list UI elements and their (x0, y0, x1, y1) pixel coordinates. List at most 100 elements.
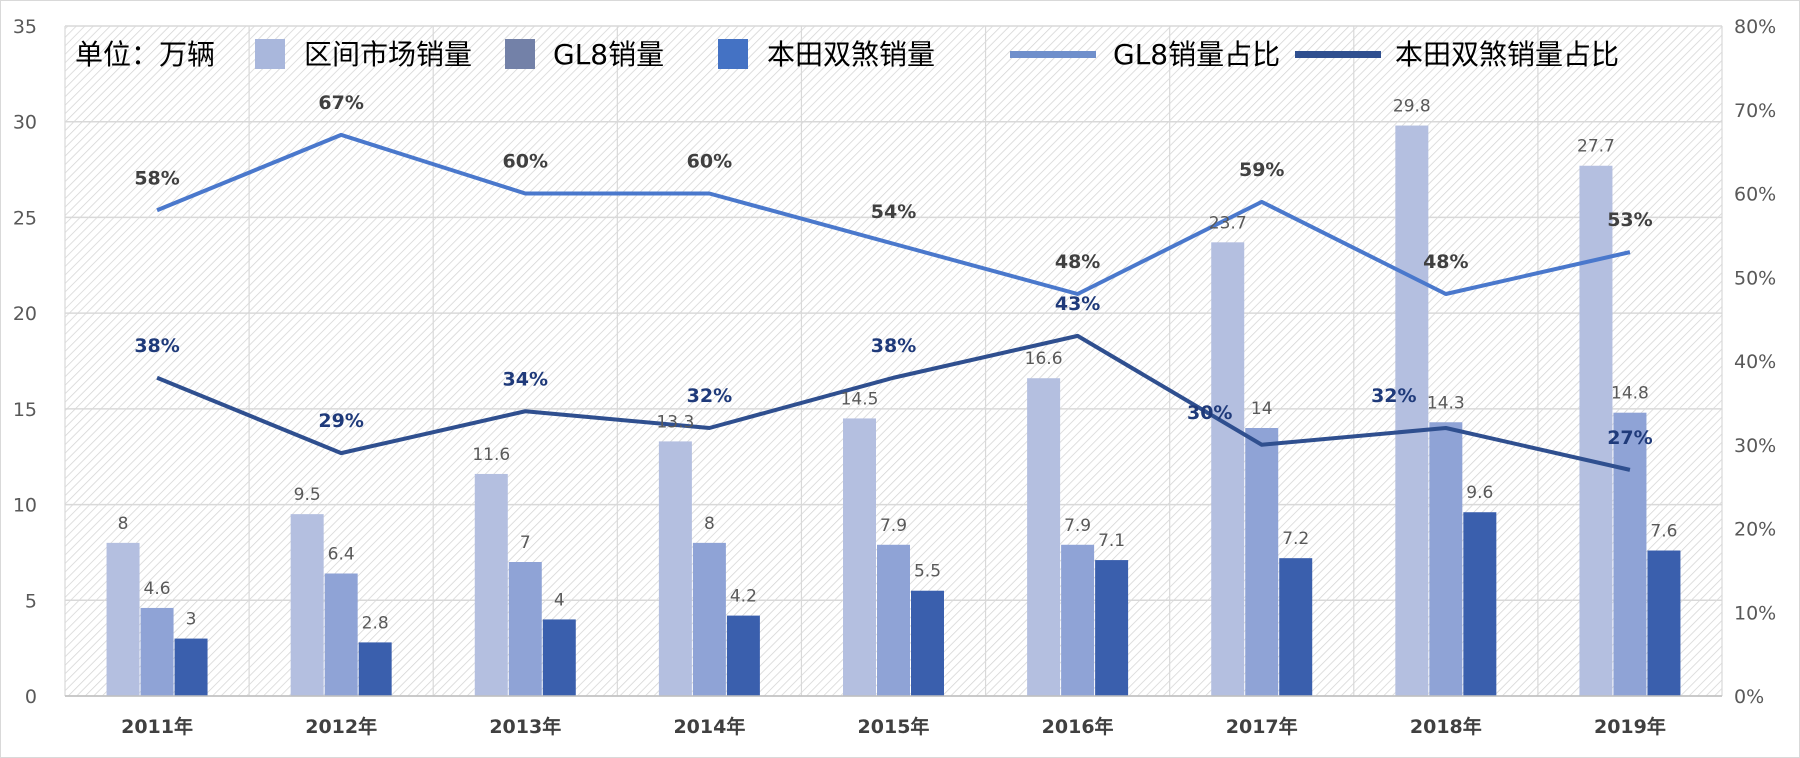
bar-3 (1463, 512, 1497, 696)
y-left-tick-label: 35 (13, 16, 37, 38)
y-left-tick-label: 15 (13, 399, 37, 421)
axes: 0 5 10 15 20 25 30 35 0% 10% 20% 30% 40% 50% 60% 70% 80%… (13, 16, 1776, 738)
bar-1 (1027, 378, 1061, 696)
x-tick-label: 2015年 (858, 715, 930, 738)
bar-label: 2.8 (362, 613, 389, 633)
bar-label: 6.4 (328, 544, 355, 564)
bar-label: 14 (1251, 399, 1273, 419)
legend-label: 本田双煞销量 (767, 38, 935, 71)
bar-label: 14.8 (1611, 384, 1649, 404)
y-right-tick-label: 80% (1734, 16, 1776, 38)
line-label: 27% (1607, 427, 1652, 449)
line-series-1 (156, 132, 1631, 296)
bar-3 (358, 642, 392, 696)
y-right-tick-label: 60% (1734, 184, 1776, 206)
bar-label: 16.6 (1025, 349, 1063, 369)
line-label: 38% (134, 335, 179, 357)
legend-swatch (718, 39, 748, 69)
bar-2 (324, 573, 358, 696)
bar-2 (1613, 412, 1647, 696)
y-left-tick-label: 30 (13, 112, 37, 134)
line-label: 60% (503, 151, 548, 173)
bar-2 (877, 544, 910, 696)
bar-3 (1095, 560, 1129, 696)
bar-1 (106, 542, 140, 696)
y-left-tick-label: 5 (25, 590, 37, 612)
bar-label: 7 (520, 533, 531, 553)
bar-label: 9.5 (294, 485, 321, 505)
legend-swatch (255, 39, 285, 69)
bar-3 (174, 638, 208, 696)
bar-label: 11.6 (472, 445, 510, 465)
legend-label: 本田双煞销量占比 (1395, 38, 1619, 71)
bar-3 (1279, 558, 1313, 696)
bar-label: 7.2 (1282, 529, 1309, 549)
line-label: 43% (1055, 293, 1100, 315)
bar-1 (1395, 125, 1429, 697)
x-tick-label: 2016年 (1042, 715, 1114, 738)
bar-1 (658, 441, 692, 696)
x-tick-label: 2013年 (489, 715, 561, 738)
line-label: 54% (871, 201, 916, 223)
x-tick-label: 2019年 (1594, 715, 1666, 738)
bar-label: 27.7 (1577, 137, 1615, 157)
line-label: 32% (687, 385, 732, 407)
line-label: 59% (1239, 159, 1284, 181)
legend-label: GL8销量占比 (1113, 38, 1280, 71)
bar-2 (692, 542, 726, 696)
bars (106, 125, 1681, 697)
x-tick-label: 2014年 (673, 715, 745, 738)
x-tick-label: 2017年 (1226, 715, 1298, 738)
bar-label: 4 (554, 590, 565, 610)
line-label: 29% (318, 410, 363, 432)
bar-label: 29.8 (1393, 97, 1431, 117)
y-left-tick-label: 25 (13, 207, 37, 229)
bar-label: 8 (704, 514, 715, 534)
bar-label: 14.3 (1427, 393, 1465, 413)
bar-1 (1579, 165, 1613, 696)
line-label: 30% (1187, 402, 1232, 424)
bar-2 (508, 562, 542, 696)
bar-1 (1211, 242, 1245, 697)
bar-label: 4.2 (730, 587, 757, 607)
line-label: 60% (687, 151, 732, 173)
y-right-tick-label: 10% (1734, 602, 1776, 624)
legend: 单位：万辆 区间市场销量 GL8销量 本田双煞销量 GL8销量占比 本田双煞销量占比 (75, 38, 1619, 71)
bar-label: 23.7 (1209, 213, 1247, 233)
legend-swatch (505, 39, 535, 69)
legend-line-swatch (1295, 51, 1381, 58)
bar-1 (474, 473, 508, 696)
line-label: 48% (1423, 251, 1468, 273)
y-right-tick-label: 50% (1734, 267, 1776, 289)
line-label: 67% (318, 92, 363, 114)
line-label: 48% (1055, 251, 1100, 273)
legend-label: GL8销量 (553, 38, 664, 71)
y-left-tick-label: 20 (13, 303, 37, 325)
y-right-tick-label: 30% (1734, 435, 1776, 457)
bar-3 (1647, 550, 1681, 696)
data-labels: 8 9.5 11.6 13.3 14.5 16.6 23.7 29.8 27.7 4.6 6.4 7 8… (118, 92, 1678, 634)
bar-3 (542, 619, 576, 696)
bar-label: 7.9 (1064, 516, 1091, 536)
y-right-tick-label: 20% (1734, 519, 1776, 541)
bar-2 (140, 607, 174, 696)
y-right-tick-label: 0% (1734, 686, 1764, 708)
line-label: 53% (1607, 209, 1652, 231)
line-label: 38% (871, 335, 916, 357)
y-right-tick-label: 40% (1734, 351, 1776, 373)
unit-label: 单位：万辆 (75, 38, 215, 71)
bar-1 (843, 418, 876, 696)
line-label: 32% (1371, 385, 1416, 407)
x-tick-label: 2018年 (1410, 715, 1482, 738)
bar-label: 8 (118, 514, 129, 534)
bar-label: 7.6 (1650, 522, 1677, 542)
line-label: 58% (134, 167, 179, 189)
bar-label: 7.9 (880, 516, 907, 536)
bar-label: 9.6 (1466, 483, 1493, 503)
y-left-tick-label: 0 (25, 686, 37, 708)
x-tick-label: 2012年 (305, 715, 377, 738)
bar-2 (1429, 422, 1463, 696)
bar-3 (726, 615, 760, 696)
bar-label: 3 (186, 610, 197, 630)
